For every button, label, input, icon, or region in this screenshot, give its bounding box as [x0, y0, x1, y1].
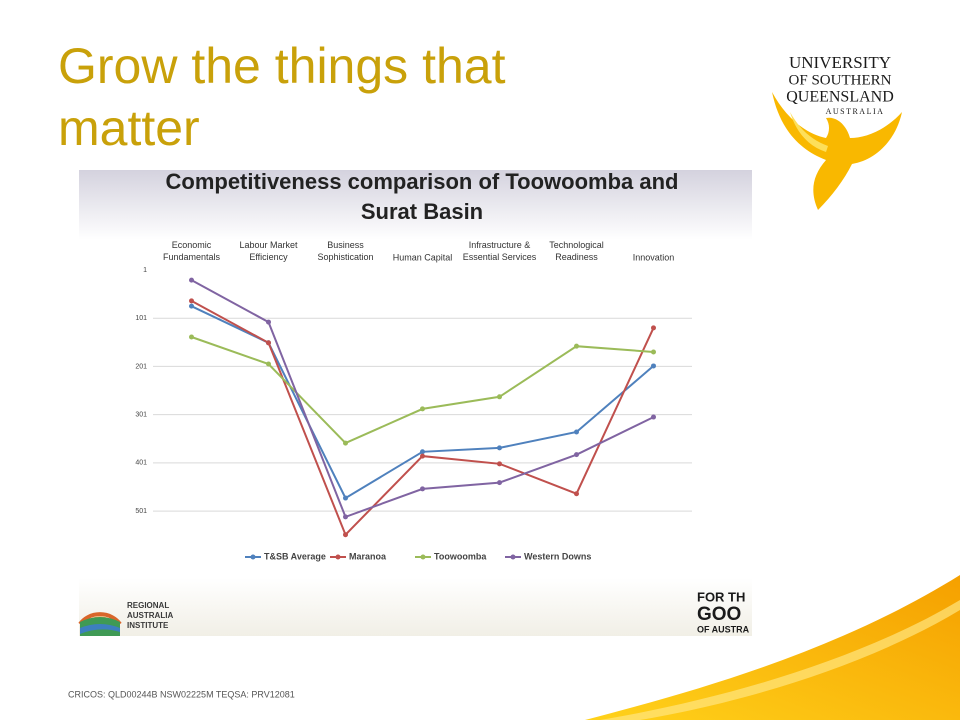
- data-point: [266, 319, 271, 325]
- data-point: [343, 532, 348, 538]
- chart-title: Competitiveness comparison of Toowoomba …: [166, 169, 679, 194]
- y-tick-label: 501: [135, 508, 147, 515]
- data-point: [651, 349, 656, 355]
- data-point: [651, 414, 656, 420]
- rai-text: REGIONAL: [127, 601, 169, 610]
- data-point: [343, 514, 348, 520]
- rai-text: INSTITUTE: [127, 621, 169, 630]
- slide-title: Grow the things that: [58, 38, 506, 94]
- data-point: [420, 406, 425, 412]
- data-point: [266, 361, 271, 367]
- legend-label: T&SB Average: [264, 551, 326, 561]
- slogan-text: OF AUSTRA: [697, 624, 750, 634]
- legend-swatch: [335, 554, 341, 560]
- y-tick-label: 201: [135, 363, 147, 370]
- rai-water: [80, 624, 120, 634]
- y-tick-label: 401: [135, 460, 147, 467]
- category-label: Economic Fundamentals: [163, 240, 221, 262]
- chart-footer-bg: [79, 578, 752, 636]
- data-point: [497, 461, 502, 467]
- category-label: Business Sophistication: [317, 240, 373, 262]
- rai-arc: [78, 612, 122, 626]
- data-point: [574, 491, 579, 497]
- logo-phoenix: [790, 112, 828, 152]
- data-point: [497, 445, 502, 451]
- category-label: Technological Readiness: [549, 240, 604, 262]
- legend-swatch: [250, 554, 256, 560]
- legend-swatch: [510, 554, 516, 560]
- data-point: [189, 334, 194, 340]
- y-tick-label: 101: [135, 315, 147, 322]
- chart-header-bg: [79, 170, 752, 240]
- slogan-text: GOO: [697, 604, 741, 625]
- category-label: Labour Market Efficiency: [239, 240, 298, 262]
- logo-text: UNIVERSITY: [789, 53, 891, 72]
- plot: 1 101 201 301 401 501 Economic Fundamentals Labo…: [135, 240, 692, 561]
- data-point: [189, 298, 194, 304]
- data-point: [189, 277, 194, 283]
- data-point: [651, 325, 656, 331]
- data-point: [343, 440, 348, 446]
- data-point: [266, 340, 271, 346]
- chart-title: Surat Basin: [361, 199, 483, 224]
- category-label: Human Capital: [393, 252, 453, 262]
- chart-frame: [79, 170, 752, 636]
- swoosh: [585, 575, 960, 720]
- data-point: [574, 452, 579, 458]
- legend-label: Western Downs: [524, 551, 591, 561]
- usq-logo: UNIVERSITY OF SOUTHERN QUEENSLAND AUSTRA…: [772, 53, 902, 210]
- logo-text: OF SOUTHERN: [789, 72, 892, 88]
- category-label: Infrastructure & Essential Services: [463, 240, 537, 262]
- y-tick-label: 1: [143, 267, 147, 274]
- rai-logo: REGIONAL AUSTRALIA INSTITUTE: [78, 601, 173, 636]
- data-point: [343, 495, 348, 501]
- data-point: [497, 394, 502, 400]
- rai-text: AUSTRALIA: [127, 611, 173, 620]
- data-point: [189, 303, 194, 309]
- data-point: [420, 453, 425, 459]
- data-point: [497, 480, 502, 486]
- data-point: [574, 343, 579, 349]
- data-point: [651, 363, 656, 369]
- legend-label: Maranoa: [349, 551, 387, 561]
- logo-phoenix: [772, 92, 902, 210]
- legend-swatch: [420, 554, 426, 560]
- data-point: [420, 486, 425, 492]
- logo-text: AUSTRALIA: [826, 107, 885, 116]
- data-point: [574, 429, 579, 435]
- data-point: [420, 449, 425, 455]
- footer-text: CRICOS: QLD00244B NSW02225M TEQSA: PRV12…: [68, 689, 295, 699]
- logo-text: QUEENSLAND: [786, 89, 894, 106]
- legend-label: Toowoomba: [434, 551, 487, 561]
- slogan-text: FOR TH: [697, 589, 745, 604]
- y-tick-label: 301: [135, 411, 147, 418]
- category-label: Innovation: [633, 252, 675, 262]
- slide-title: matter: [58, 100, 200, 156]
